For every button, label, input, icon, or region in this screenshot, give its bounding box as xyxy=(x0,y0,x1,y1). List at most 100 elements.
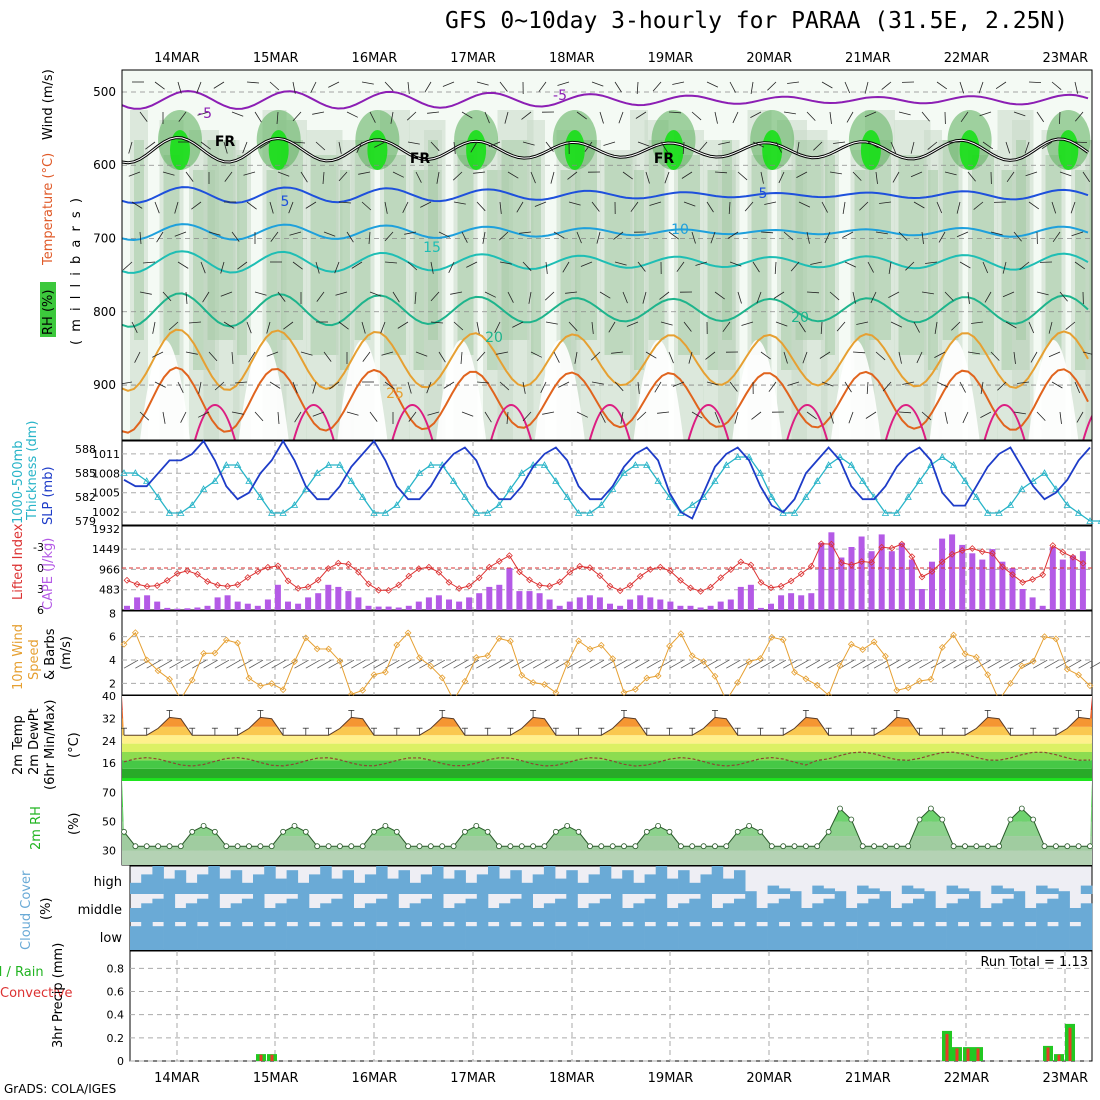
cape-bar xyxy=(526,591,533,610)
wind-barb xyxy=(473,171,486,174)
isotherm-35 xyxy=(194,404,236,440)
cape-bar xyxy=(657,599,664,610)
cape-bar xyxy=(999,561,1006,610)
cloud-bar xyxy=(1080,885,1093,894)
rh-panel: 70 50 30 2m RH (%) xyxy=(29,778,1093,866)
temp-ylabel-1: 2m Temp xyxy=(11,715,26,775)
rh-point xyxy=(632,843,639,850)
rh-dry-tongue xyxy=(140,340,190,440)
wind-barb xyxy=(718,141,731,145)
li-point xyxy=(184,567,191,575)
wind-barb xyxy=(283,321,294,330)
thickness-point xyxy=(120,469,128,476)
wind-barb xyxy=(1051,201,1057,214)
wind-barb xyxy=(921,231,924,244)
cape-bar xyxy=(637,595,644,610)
rh-point xyxy=(1075,843,1082,850)
rh-point xyxy=(621,843,627,850)
wind-barb xyxy=(237,261,248,270)
isotherm-35 xyxy=(588,404,631,440)
cape-bar xyxy=(214,597,221,610)
wind-barb xyxy=(691,111,702,121)
cloud-bar xyxy=(655,922,668,950)
wind-barb xyxy=(484,111,490,124)
precip-panel: 0.8 0.6 0.4 0.2 0 Run Total = 1.13 Total / R… xyxy=(0,943,1093,1068)
wind-barb xyxy=(292,81,296,94)
contour-label: 20 xyxy=(485,330,503,346)
wind-barb xyxy=(875,171,878,184)
cloud-bar xyxy=(420,874,433,894)
cloud-bar xyxy=(432,866,444,894)
wind-barb xyxy=(760,351,771,360)
wind-barb xyxy=(806,411,817,420)
wind-point xyxy=(950,631,957,639)
wind-barb xyxy=(407,141,420,145)
rh-blob xyxy=(564,130,585,170)
wind-barb xyxy=(936,81,948,90)
cloud-bar xyxy=(543,922,556,950)
rh-point xyxy=(121,828,127,835)
li-point xyxy=(636,572,644,580)
rh-column xyxy=(281,140,303,340)
wind-barb xyxy=(177,81,182,94)
wind-barb xyxy=(706,201,714,213)
thickness-point xyxy=(859,477,867,484)
cloud-bar xyxy=(857,885,869,894)
rh-ylabel-2: (%) xyxy=(67,813,82,836)
cloud-bar xyxy=(599,898,612,922)
wind-barb xyxy=(234,381,248,384)
cape-bar xyxy=(375,606,382,610)
thickness-point xyxy=(370,509,378,516)
wind-barb xyxy=(1044,659,1059,669)
wind-point xyxy=(1075,671,1082,679)
cloud-bar xyxy=(778,898,791,922)
wind-barb xyxy=(751,411,762,420)
rh-column xyxy=(501,140,530,340)
li-point xyxy=(868,559,875,566)
cloud-bar xyxy=(376,866,388,894)
pressure-tick-label: 700 xyxy=(93,232,116,246)
wind-point xyxy=(1029,657,1037,665)
li-point xyxy=(163,577,171,584)
cloud-bar xyxy=(387,894,399,922)
cloud-level-middle: middle xyxy=(78,903,122,918)
wind-barb xyxy=(522,411,532,422)
cloud-bar xyxy=(476,874,489,894)
wind-tick-label: 8 xyxy=(109,607,116,620)
wind-barb xyxy=(773,291,785,299)
wind-point xyxy=(688,652,696,660)
run-total: Run Total = 1.13 xyxy=(980,955,1088,970)
wind-barb xyxy=(867,141,879,149)
thickness-point xyxy=(984,509,992,516)
wind-barb xyxy=(203,659,218,669)
wind-point xyxy=(336,657,344,665)
cloud-bar xyxy=(655,866,668,894)
cloud-bar xyxy=(801,926,813,950)
wind-barb xyxy=(156,231,164,243)
wind-barb xyxy=(567,171,578,180)
cloud-bar xyxy=(644,874,657,894)
wind-barb xyxy=(859,201,869,211)
wind-barb xyxy=(322,171,325,185)
isotherm-20 xyxy=(122,292,1089,328)
wind-point xyxy=(325,645,332,653)
li-point xyxy=(1009,571,1016,578)
wind-barb xyxy=(438,231,450,238)
wind-barb xyxy=(476,381,490,384)
contour-label: -5 xyxy=(198,106,212,122)
cloud-bar xyxy=(666,926,679,950)
wind-barb xyxy=(828,659,843,669)
wind-barb xyxy=(384,81,394,92)
wind-barb xyxy=(870,291,877,304)
wind-barb xyxy=(668,231,679,240)
thickness-point xyxy=(949,461,958,468)
wind-barb xyxy=(351,261,363,269)
rh-point xyxy=(837,805,843,812)
contour-label: 5 xyxy=(759,186,768,202)
cloud-bar xyxy=(890,926,903,950)
wind-barb xyxy=(879,201,892,204)
cape-bar xyxy=(647,597,654,610)
wind-barb xyxy=(1036,411,1046,421)
rh-point xyxy=(143,843,150,850)
wind-barb xyxy=(973,201,984,210)
